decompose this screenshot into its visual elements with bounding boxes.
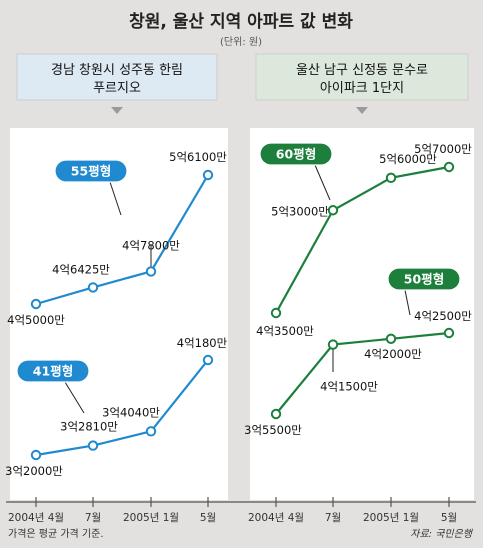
- data-label: 3억4040만: [102, 405, 160, 419]
- x-tick-label: 2005년 1월: [363, 512, 419, 524]
- right-down-arrow-icon: [356, 107, 368, 114]
- series-line: [35, 359, 209, 457]
- data-point: [145, 266, 157, 277]
- data-point: [30, 298, 42, 310]
- badge-pointer: [109, 181, 122, 216]
- series-badge-label: 41평형: [33, 364, 73, 379]
- data-label: 3억5500만: [244, 423, 302, 437]
- data-point: [87, 440, 99, 451]
- data-label: 4억180만: [177, 336, 228, 350]
- chart-title-line: 아이파크 1단지: [320, 81, 404, 96]
- series-badge-label: 50평형: [404, 272, 444, 287]
- series-badge: [16, 359, 90, 383]
- data-label: 4억2500만: [414, 309, 472, 323]
- data-label: 4억7800만: [122, 238, 180, 252]
- data-point: [385, 333, 397, 344]
- data-point: [327, 205, 339, 216]
- chart-title-line: 푸르지오: [93, 81, 141, 96]
- data-point: [202, 354, 214, 366]
- data-point: [87, 282, 99, 293]
- left-panel-marks: 4억5000만4억6425만4억7800만5억6100만55평형3억2000만3…: [5, 150, 228, 478]
- data-label: 4억5000만: [7, 313, 65, 327]
- series-line: [275, 331, 450, 415]
- chart-title: 창원, 울산 지역 아파트 값 변화: [129, 12, 353, 32]
- series-badge: [387, 267, 461, 291]
- series-badge-label: 55평형: [71, 164, 111, 179]
- footnote: 가격은 평균 가격 기준.: [8, 527, 104, 540]
- right-header-box: [255, 53, 469, 101]
- x-tick-label: 2004년 4월: [248, 512, 304, 524]
- data-point: [30, 449, 42, 461]
- data-point: [270, 307, 282, 319]
- data-label: 5억6100만: [169, 150, 227, 164]
- data-label: 3억2810만: [60, 420, 118, 434]
- data-point: [443, 161, 455, 173]
- data-label: 3억2000만: [5, 464, 63, 478]
- data-label: 4억2000만: [364, 347, 422, 361]
- unit-label: (단위: 원): [220, 35, 262, 48]
- x-tick-label: 2004년 4월: [8, 512, 64, 524]
- x-tick-label: 5월: [200, 512, 216, 524]
- x-tick-label: 7월: [325, 512, 341, 524]
- series-line: [275, 165, 450, 314]
- data-point: [202, 169, 214, 181]
- right-panel: [250, 128, 474, 500]
- badge-pointer: [404, 289, 411, 316]
- series-badge: [259, 142, 333, 166]
- series-line: [35, 174, 209, 306]
- data-label: 5억3000만: [271, 204, 329, 218]
- x-tick-label: 7월: [85, 512, 101, 524]
- series-55평형: 4억5000만 4억6425만 4억7800만 5억6100만 55평형: [7, 150, 227, 327]
- data-label: 5억7000만: [414, 142, 472, 156]
- x-tick-label: 2005년 1월: [123, 512, 179, 524]
- data-label: 4억6425만: [52, 262, 110, 276]
- data-label: 5억6000만: [379, 152, 437, 166]
- data-label: 4억3500만: [256, 324, 314, 338]
- series-badge: [54, 159, 128, 183]
- chart-title-line: 울산 남구 신정동 문수로: [296, 63, 428, 78]
- data-point: [145, 426, 157, 437]
- left-header-box: [16, 53, 218, 101]
- series-50평형: 3억5500만 4억1500만 4억2000만 4억2500만 50평형: [244, 267, 472, 437]
- data-point: [327, 339, 339, 350]
- chart-title-line: 경남 창원시 성주동 한림: [51, 63, 183, 78]
- source-note: 자료: 국민은행: [410, 528, 474, 540]
- left-panel: [10, 128, 228, 500]
- badge-pointer: [314, 164, 331, 201]
- x-tick-label: 5월: [441, 512, 457, 524]
- series-badge-label: 60평형: [276, 147, 316, 162]
- data-point: [443, 327, 455, 339]
- data-point: [385, 172, 397, 184]
- left-down-arrow-icon: [111, 107, 123, 114]
- badge-pointer: [64, 381, 85, 414]
- chart-marks: 4억5000만4억6425만4억7800만5억6100만55평형3억2000만3…: [5, 142, 472, 478]
- data-point: [270, 408, 282, 420]
- x-axis: 2004년 4월 7월 2005년 1월 5월 2004년 4월 7월 2005년 1월 5월: [8, 497, 457, 524]
- data-label: 4억1500만: [320, 380, 378, 394]
